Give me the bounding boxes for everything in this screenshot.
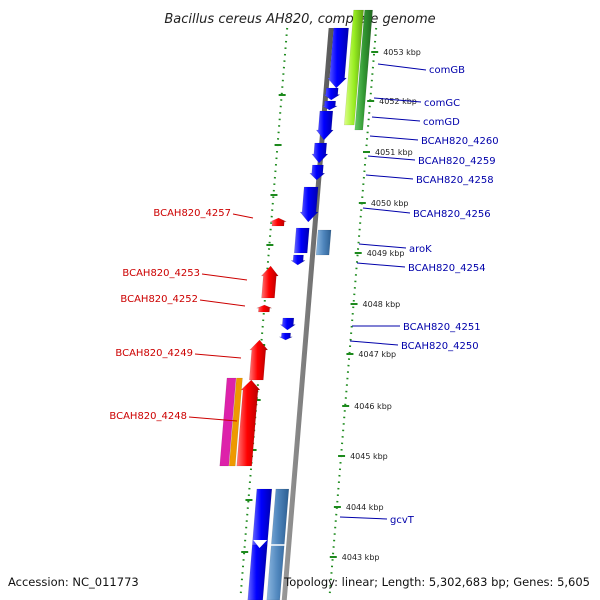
reverse-gene-label: BCAH820_4249 bbox=[115, 348, 193, 359]
topology-text: Topology: linear; Length: 5,302,683 bp; … bbox=[283, 575, 590, 589]
gene-features bbox=[219, 9, 373, 600]
forward-gene-label: BCAH820_4260 bbox=[421, 136, 499, 147]
scale-label: 4048 kbp bbox=[363, 300, 401, 309]
forward-gene-3 bbox=[321, 100, 338, 111]
reverse-gene-label: BCAH820_4248 bbox=[109, 411, 187, 422]
scale-label: 4051 kbp bbox=[375, 148, 413, 157]
forward-gene-label: BCAH820_4250 bbox=[401, 341, 479, 352]
accession-text: Accession: NC_011773 bbox=[8, 575, 139, 589]
scale-label: 4044 kbp bbox=[346, 503, 384, 512]
forward-gene-label: BCAH820_4258 bbox=[416, 175, 494, 186]
forward-gene-8 bbox=[293, 227, 310, 254]
forward-gene-6 bbox=[309, 164, 326, 181]
scale-label: 4046 kbp bbox=[354, 402, 392, 411]
reverse-label-leader bbox=[232, 213, 254, 219]
forward-label-leader bbox=[369, 135, 419, 141]
forward-gene-label: BCAH820_4251 bbox=[403, 322, 481, 333]
map-title: Bacillus cereus AH820, complete genome bbox=[164, 12, 435, 27]
comG-green-gene bbox=[354, 9, 373, 131]
forward-label-leader bbox=[339, 516, 388, 520]
forward-gene-1 bbox=[327, 27, 349, 89]
forward-gene-label: comGC bbox=[424, 98, 460, 109]
scale-label: 4053 kbp bbox=[383, 48, 421, 57]
forward-label-leader bbox=[371, 116, 421, 122]
forward-label-leader bbox=[356, 262, 406, 268]
scale-label: 4043 kbp bbox=[342, 553, 380, 562]
reverse-label-leader bbox=[194, 353, 242, 359]
reverse-gene-2 bbox=[260, 265, 279, 299]
forward-gene-label: BCAH820_4259 bbox=[418, 156, 496, 167]
reverse-gene-4 bbox=[249, 339, 269, 381]
reverse-label-leader bbox=[199, 299, 246, 307]
reverse-label-leader bbox=[188, 416, 238, 422]
forward-label-leader bbox=[373, 97, 422, 103]
scale-label: 4045 kbp bbox=[350, 452, 388, 461]
forward-gene-label: BCAH820_4256 bbox=[413, 209, 491, 220]
forward-gene-2 bbox=[322, 87, 341, 101]
reverse-gene-1 bbox=[270, 217, 287, 227]
forward-gene-4 bbox=[315, 110, 334, 141]
forward-label-leader bbox=[377, 63, 427, 71]
orange-gene bbox=[228, 377, 243, 467]
comG-lime-gene bbox=[343, 9, 364, 126]
scale-label: 4049 kbp bbox=[367, 249, 405, 258]
forward-gene-5 bbox=[311, 142, 329, 164]
forward-gene-7 bbox=[299, 186, 319, 223]
forward-gene-10 bbox=[279, 317, 297, 331]
magenta-gene bbox=[219, 377, 237, 467]
reverse-label-leader bbox=[201, 273, 248, 281]
forward-gene-label: gcvT bbox=[390, 515, 415, 526]
reverse-gene-label: BCAH820_4257 bbox=[153, 208, 231, 219]
scale-label: 4052 kbp bbox=[379, 97, 417, 106]
forward-gene-12 bbox=[251, 488, 273, 546]
forward-gene-label: BCAH820_4254 bbox=[408, 263, 486, 274]
reverse-gene-label: BCAH820_4252 bbox=[120, 294, 198, 305]
aroK-gene bbox=[315, 229, 332, 256]
forward-gene-11 bbox=[279, 332, 293, 341]
scale-axis: 4053 kbp 4052 kbp 4051 kbp 4050 kbp 4049 kbp… bbox=[329, 48, 421, 562]
forward-gene-label: comGD bbox=[423, 117, 460, 128]
forward-label-leader bbox=[365, 174, 414, 180]
forward-gene-label: comGB bbox=[429, 65, 465, 76]
forward-label-leader bbox=[367, 155, 416, 161]
scale-label: 4047 kbp bbox=[358, 350, 396, 359]
gene-labels: comGB comGC comGD BCAH820_4260 BCAH820_4259 B… bbox=[109, 63, 499, 526]
forward-label-leader bbox=[349, 340, 399, 346]
forward-gene-13 bbox=[247, 544, 268, 600]
reverse-gene-3 bbox=[256, 304, 272, 313]
forward-label-leader bbox=[362, 207, 411, 214]
forward-gene-label: aroK bbox=[409, 244, 432, 255]
forward-gene-9 bbox=[290, 254, 306, 266]
gene-notch bbox=[253, 540, 268, 548]
forward-label-leader bbox=[358, 243, 407, 249]
scale-label: 4050 kbp bbox=[371, 199, 409, 208]
reverse-gene-label: BCAH820_4253 bbox=[122, 268, 200, 279]
